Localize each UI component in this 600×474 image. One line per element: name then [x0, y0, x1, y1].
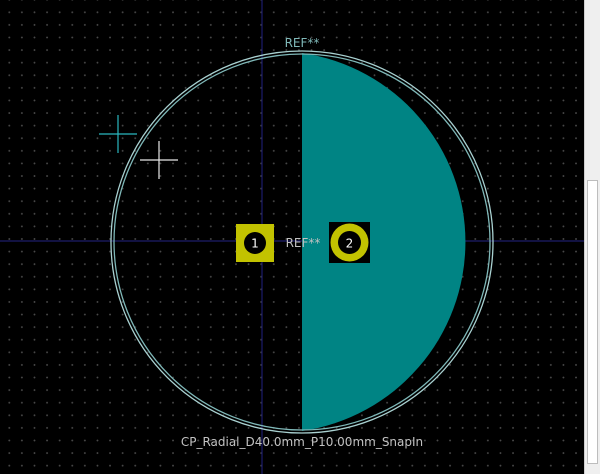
- pad-2-hole: [338, 231, 361, 254]
- footprint-drawing: 1 2 REF** REF** CP_Radial_D40.0mm_P10.00…: [0, 0, 584, 474]
- cross-hair-icon: [99, 115, 137, 153]
- footprint-name-text[interactable]: CP_Radial_D40.0mm_P10.00mm_SnapIn: [181, 435, 423, 449]
- pad-1[interactable]: 1: [236, 224, 274, 262]
- polarity-fill-area[interactable]: [302, 53, 466, 431]
- pad-2[interactable]: 2: [329, 222, 370, 263]
- pad-1-hole: [244, 232, 266, 254]
- silkscreen-outline[interactable]: [113, 53, 491, 431]
- pad-2-number: 2: [346, 237, 354, 251]
- pad-1-number: 1: [251, 237, 259, 251]
- scrollbar-thumb[interactable]: [587, 180, 598, 464]
- crosshair-cursor-icon: [140, 141, 178, 179]
- pcb-canvas[interactable]: 1 2 REF** REF** CP_Radial_D40.0mm_P10.00…: [0, 0, 584, 474]
- courtyard-outline[interactable]: [110, 50, 494, 434]
- vertical-scrollbar[interactable]: [584, 0, 600, 474]
- reference-fab-text[interactable]: REF**: [286, 236, 321, 250]
- reference-silkscreen-text[interactable]: REF**: [285, 36, 320, 50]
